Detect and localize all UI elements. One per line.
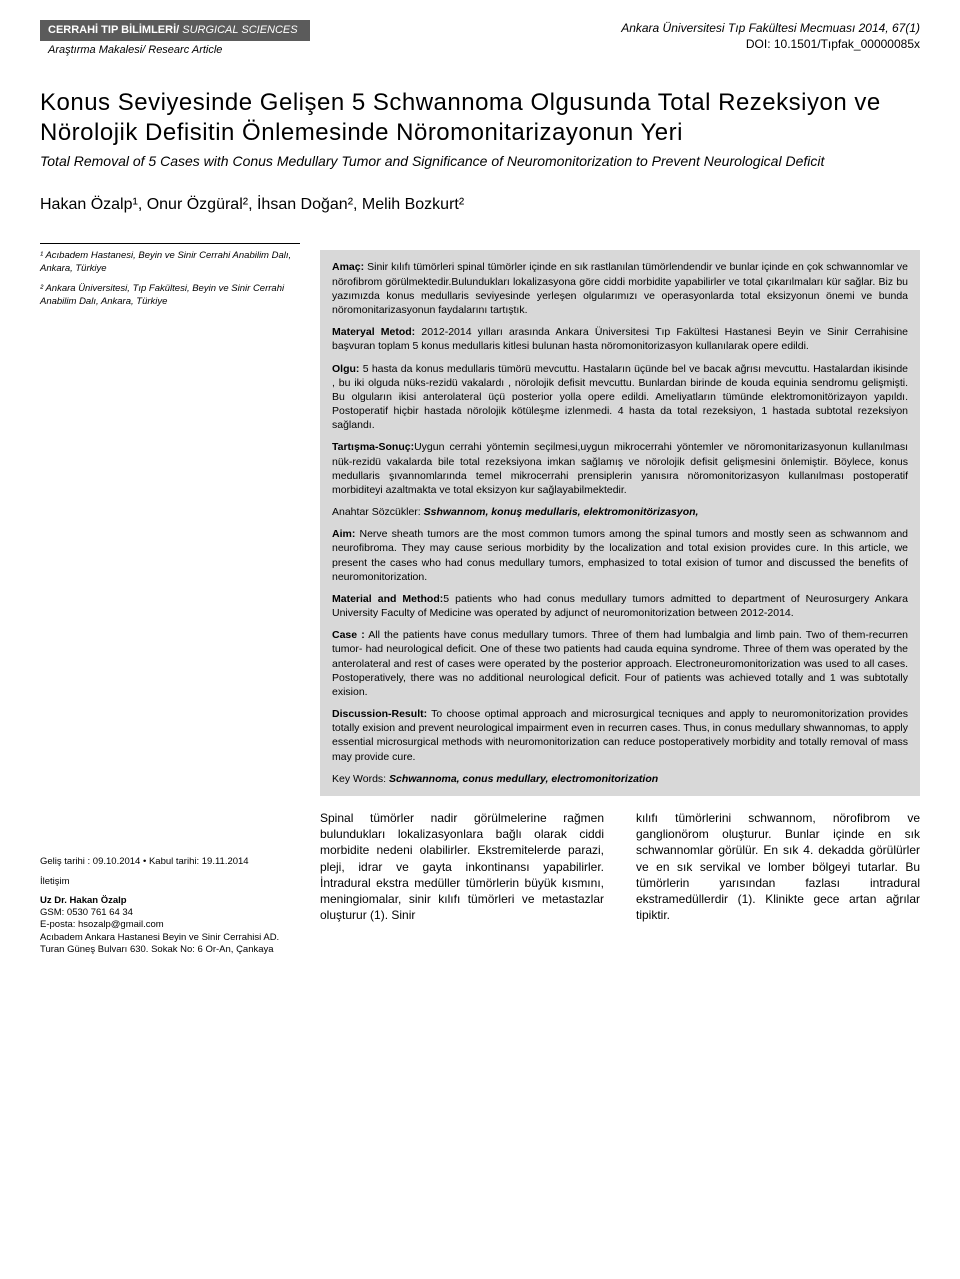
abstract-tartisma: Tartışma-Sonuç:Uygun cerrahi yöntemin se…: [332, 440, 908, 497]
olgu-label: Olgu:: [332, 363, 359, 375]
body-col-1: Spinal tümörler nadir görülmelerine rağm…: [320, 810, 604, 923]
matmet-label: Material and Method:: [332, 593, 443, 605]
article-type: Araştırma Makalesi/ Researc Article: [40, 43, 310, 58]
tartisma-label: Tartışma-Sonuç:: [332, 441, 414, 453]
case-label: Case :: [332, 629, 365, 641]
abstract-disc: Discussion-Result: To choose optimal app…: [332, 707, 908, 764]
case-text: All the patients have conus medullary tu…: [332, 629, 908, 698]
section-en: SURGICAL SCIENCES: [179, 24, 297, 36]
left-column: ¹ Acıbadem Hastanesi, Beyin ve Sinir Cer…: [40, 250, 300, 315]
aim-label: Aim:: [332, 528, 355, 540]
keywords-text: Schwannoma, conus medullary, electromoni…: [386, 773, 658, 785]
submission-dates: Geliş tarihi : 09.10.2014 • Kabul tarihi…: [40, 856, 300, 868]
contact-email: E-posta: hsozalp@gmail.com: [40, 919, 300, 931]
bottom-row: Geliş tarihi : 09.10.2014 • Kabul tarihi…: [40, 796, 920, 956]
section-badge-wrap: CERRAHİ TIP BİLİMLERİ/ SURGICAL SCIENCES…: [40, 20, 310, 58]
section-tr: CERRAHİ TIP BİLİMLERİ/: [48, 24, 179, 36]
amac-text: Sinir kılıfı tümörleri spinal tümörler i…: [332, 261, 908, 316]
contact-gsm: GSM: 0530 761 64 34: [40, 907, 300, 919]
main-layout: ¹ Acıbadem Hastanesi, Beyin ve Sinir Cer…: [40, 250, 920, 796]
disc-label: Discussion-Result:: [332, 708, 427, 720]
abstract-keywords: Key Words: Schwannoma, conus medullary, …: [332, 772, 908, 786]
body-columns: Spinal tümörler nadir görülmelerine rağm…: [320, 810, 920, 923]
anahtar-label: Anahtar Sözcükler:: [332, 506, 421, 518]
header-row: CERRAHİ TIP BİLİMLERİ/ SURGICAL SCIENCES…: [40, 20, 920, 58]
amac-label: Amaç:: [332, 261, 364, 273]
abstract-box: Amaç: Sinir kılıfı tümörleri spinal tümö…: [320, 250, 920, 796]
affiliation-1: ¹ Acıbadem Hastanesi, Beyin ve Sinir Cer…: [40, 250, 300, 275]
aim-text: Nerve sheath tumors are the most common …: [332, 528, 908, 583]
tartisma-text: Uygun cerrahi yöntemin seçilmesi,uygun m…: [332, 441, 908, 496]
affil-divider: [40, 243, 300, 244]
authors: Hakan Özalp¹, Onur Özgüral², İhsan Doğan…: [40, 194, 920, 216]
contact-address: Acıbadem Ankara Hastanesi Beyin ve Sinir…: [40, 932, 300, 957]
abstract-aim: Aim: Nerve sheath tumors are the most co…: [332, 527, 908, 584]
anahtar-text: Sshwannom, konuş medullaris, elektromoni…: [421, 506, 699, 518]
materyal-label: Materyal Metod:: [332, 326, 415, 338]
abstract-case: Case : All the patients have conus medul…: [332, 628, 908, 699]
footer-contact: Geliş tarihi : 09.10.2014 • Kabul tarihi…: [40, 856, 300, 956]
abstract-amac: Amaç: Sinir kılıfı tümörleri spinal tümö…: [332, 260, 908, 317]
keywords-label: Key Words:: [332, 773, 386, 785]
materyal-text: 2012-2014 yılları arasında Ankara Üniver…: [332, 326, 908, 352]
journal-name: Ankara Üniversitesi Tıp Fakültesi Mecmua…: [621, 20, 920, 36]
section-badge: CERRAHİ TIP BİLİMLERİ/ SURGICAL SCIENCES: [40, 20, 310, 41]
abstract-matmet: Material and Method:5 patients who had c…: [332, 592, 908, 620]
abstract-olgu: Olgu: 5 hasta da konus medullaris tümörü…: [332, 362, 908, 433]
abstract-anahtar: Anahtar Sözcükler: Sshwannom, konuş medu…: [332, 505, 908, 519]
title-english: Total Removal of 5 Cases with Conus Medu…: [40, 152, 920, 170]
body-col-2: kılıfı tümörlerini schwannom, nörofibrom…: [636, 810, 920, 923]
olgu-text: 5 hasta da konus medullaris tümörü mevcu…: [332, 363, 908, 432]
affiliation-2: ² Ankara Üniversitesi, Tıp Fakültesi, Be…: [40, 283, 300, 308]
title-turkish: Konus Seviyesinde Gelişen 5 Schwannoma O…: [40, 88, 920, 148]
contact-heading: İletişim: [40, 876, 300, 888]
doi: DOI: 10.1501/Tıpfak_00000085x: [621, 36, 920, 52]
abstract-materyal: Materyal Metod: 2012-2014 yılları arasın…: [332, 325, 908, 353]
contact-name: Uz Dr. Hakan Özalp: [40, 895, 300, 907]
journal-info: Ankara Üniversitesi Tıp Fakültesi Mecmua…: [621, 20, 920, 52]
